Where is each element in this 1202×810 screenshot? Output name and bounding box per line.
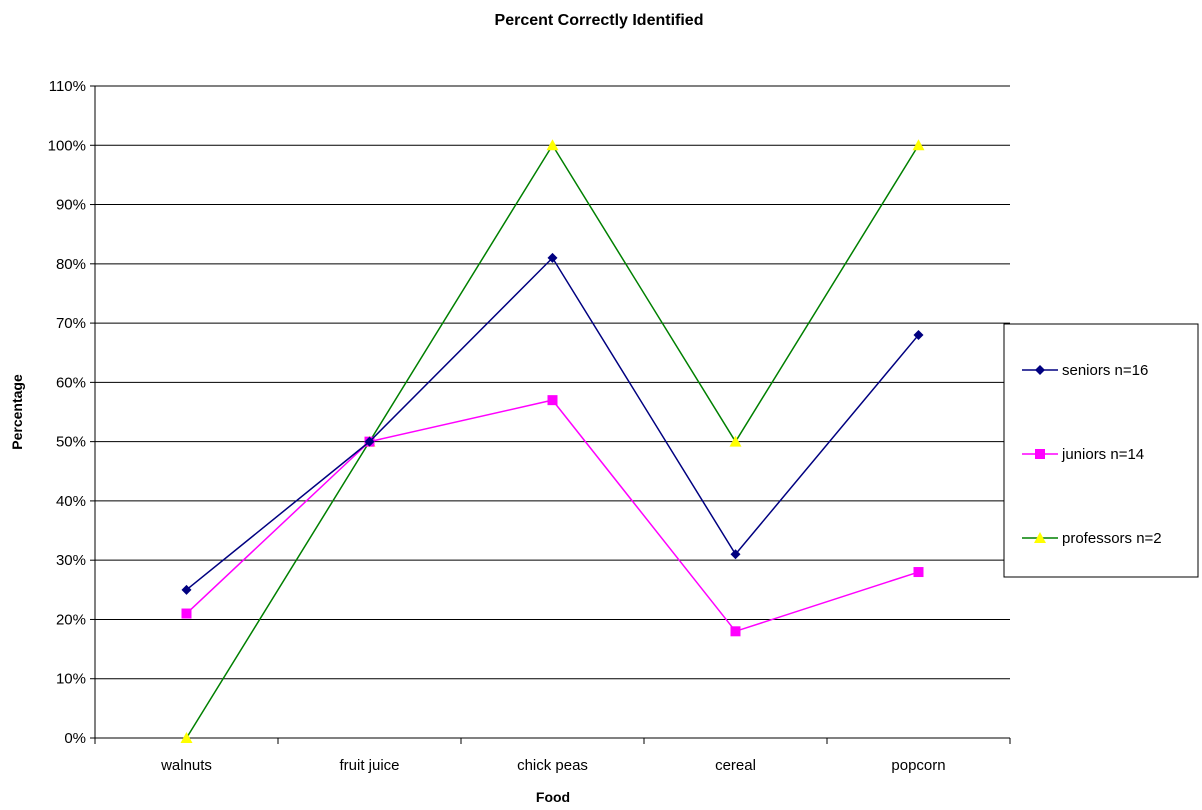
data-point xyxy=(730,626,741,637)
series-juniors xyxy=(181,395,924,637)
legend-marker xyxy=(1035,365,1045,375)
gridlines xyxy=(95,85,1010,680)
legend-item: professors n=2 xyxy=(1022,530,1162,547)
data-point xyxy=(547,395,558,406)
data-point xyxy=(912,139,925,151)
data-point xyxy=(546,139,559,151)
x-tick-label: chick peas xyxy=(517,757,588,774)
x-tick-label: popcorn xyxy=(891,757,945,774)
y-tick-labels: 0% 10% 20% 30% 40% 50% 60% 70% 80% 90% 100% 110% xyxy=(48,78,86,747)
series-line xyxy=(185,399,919,633)
data-point xyxy=(913,567,924,578)
y-tick-label: 100% xyxy=(48,137,86,154)
legend-item: seniors n=16 xyxy=(1022,362,1148,379)
data-point xyxy=(181,608,192,619)
series-line xyxy=(186,256,920,591)
y-tick-label: 20% xyxy=(56,611,86,628)
data-point xyxy=(181,584,192,595)
legend-marker xyxy=(1034,532,1046,543)
legend-label: professors n=2 xyxy=(1062,530,1162,547)
data-point xyxy=(913,329,924,340)
data-point xyxy=(729,435,742,447)
y-tick-label: 70% xyxy=(56,315,86,332)
x-tick-label: cereal xyxy=(715,757,756,774)
y-tick-label: 10% xyxy=(56,671,86,688)
chart-title: Percent Correctly Identified xyxy=(495,12,704,29)
legend-item: juniors n=14 xyxy=(1022,446,1144,463)
series-layer xyxy=(180,139,925,743)
y-tick-label: 40% xyxy=(56,493,86,510)
y-tick-label: 90% xyxy=(56,197,86,214)
y-axis-title: Percentage xyxy=(9,374,25,450)
x-axis-title: Food xyxy=(536,789,570,805)
data-point xyxy=(364,436,375,447)
x-tick-label: fruit juice xyxy=(339,757,399,774)
data-point xyxy=(180,732,193,743)
y-tick-label: 80% xyxy=(56,256,86,273)
legend-label: seniors n=16 xyxy=(1062,362,1148,379)
x-tick-label: walnuts xyxy=(160,757,212,774)
axes xyxy=(90,85,1011,744)
legend-marker xyxy=(1035,449,1045,459)
y-tick-label: 110% xyxy=(49,78,86,95)
y-tick-label: 50% xyxy=(56,434,86,451)
legend: seniors n=16 juniors n=14 professors n=2 xyxy=(1003,323,1199,578)
y-tick-label: 60% xyxy=(56,374,86,391)
series-seniors xyxy=(181,252,924,595)
y-tick-label: 0% xyxy=(64,730,86,747)
data-point xyxy=(730,549,741,560)
legend-label: juniors n=14 xyxy=(1061,446,1144,463)
x-tick-labels: walnuts fruit juice chick peas cereal popcor… xyxy=(160,757,946,774)
data-point xyxy=(547,252,558,263)
y-tick-label: 30% xyxy=(56,552,86,569)
